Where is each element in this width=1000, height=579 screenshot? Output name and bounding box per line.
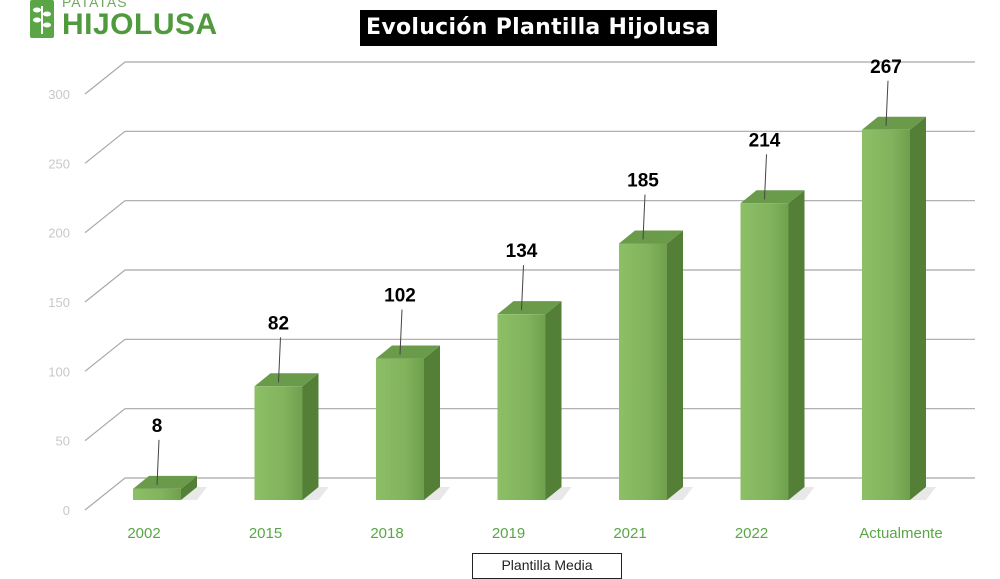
gridline	[84, 408, 975, 442]
value-label: 214	[749, 130, 781, 151]
legend-entry: Plantilla Media	[501, 557, 593, 573]
leader-line	[521, 265, 524, 311]
value-label: 185	[627, 170, 659, 191]
value-label: 267	[870, 57, 902, 78]
x-axis-ticks: 2002 2015 2018 2019 2021 2022 Actualmente	[127, 525, 942, 542]
legend: Plantilla Media	[472, 553, 622, 579]
bar	[133, 475, 207, 500]
gridline	[84, 61, 975, 95]
y-tick-label: 100	[48, 364, 70, 379]
y-tick-label: 300	[48, 87, 70, 102]
y-tick-label: 250	[48, 156, 70, 171]
gridline	[84, 338, 975, 372]
y-tick-label: 200	[48, 226, 70, 241]
value-label: 8	[152, 416, 163, 437]
value-labels: 8 82 102 134 185 214 267	[152, 57, 902, 485]
bar	[497, 301, 572, 500]
x-tick-label: 2015	[249, 525, 282, 542]
y-axis-ticks: 0 50 100 150 200 250 300	[48, 87, 70, 518]
x-tick-label: Actualmente	[859, 525, 942, 542]
leader-line	[885, 80, 889, 126]
gridline	[84, 269, 975, 303]
bar	[376, 345, 450, 500]
leader-line	[156, 439, 160, 485]
gridline	[84, 130, 975, 164]
value-label: 102	[384, 286, 416, 307]
bar-layer	[133, 116, 936, 500]
x-tick-label: 2022	[735, 525, 768, 542]
x-tick-label: 2002	[127, 525, 160, 542]
brand-name: HIJOLUSA	[62, 8, 218, 41]
x-tick-label: 2021	[613, 525, 646, 542]
y-tick-label: 150	[48, 295, 70, 310]
bar	[862, 116, 936, 500]
chart-title: Evolución Plantilla Hijolusa	[360, 10, 717, 46]
bar	[254, 373, 329, 500]
gridline	[84, 200, 975, 234]
leader-line	[399, 309, 403, 355]
brand-subtitle: PATATAS	[62, 0, 128, 10]
x-tick-label: 2018	[370, 525, 403, 542]
value-label: 82	[268, 313, 289, 334]
bar	[740, 190, 815, 500]
leader-line	[642, 194, 646, 240]
brand-logo: PATATAS HIJOLUSA	[30, 0, 230, 44]
bar	[619, 230, 693, 500]
gridline	[84, 477, 975, 511]
leader-line	[278, 337, 281, 383]
value-label: 134	[506, 241, 538, 262]
y-tick-label: 0	[63, 503, 70, 518]
x-tick-label: 2019	[492, 525, 525, 542]
chart-area: 0 50 100 150 200 250 300 8 82 102 134 185 214 267 20…	[48, 57, 975, 542]
grid-layer	[84, 61, 975, 511]
y-tick-label: 50	[56, 434, 70, 449]
leaf-plant-icon	[30, 0, 54, 38]
leader-line	[764, 154, 767, 200]
